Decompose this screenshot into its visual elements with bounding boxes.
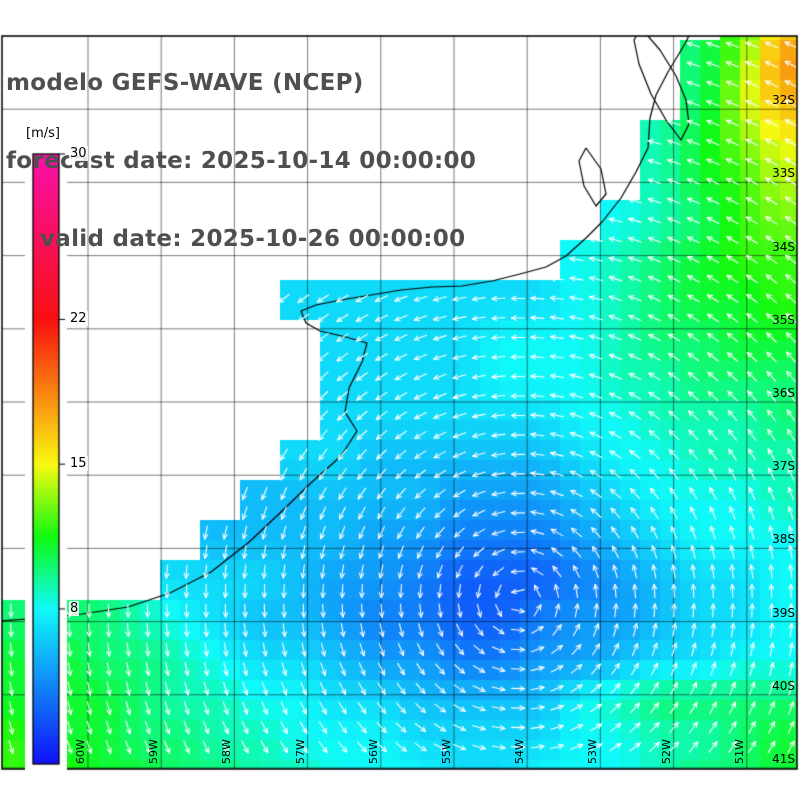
lat-axis-label: 40S [772,678,795,693]
lat-axis-label: 38S [772,532,795,547]
lon-axis-label: 53W [586,739,600,764]
lon-axis-label: 54W [513,739,527,764]
lat-axis-label: 32S [772,93,795,108]
lon-axis-label: 58W [220,739,234,764]
colorbar-tick-label: 30 [69,146,88,161]
colorbar-tick-label: 15 [69,456,88,472]
lat-axis-label: 34S [772,239,795,254]
lon-axis-label: 55W [440,739,453,764]
valid-date: valid date: 2025-10-26 00:00:00 [40,226,466,252]
lat-axis-label: 37S [772,459,795,474]
lon-axis-label: 57W [293,739,307,764]
colorbar-tick-label: 8 [69,600,80,616]
map-header: modelo GEFS-WAVE (NCEP) forecast date: 2… [6,18,476,304]
colorbar-unit-label: [m/s] [26,126,60,141]
lon-axis-label: 60W [74,739,87,764]
map-title: modelo GEFS-WAVE (NCEP) [6,70,364,96]
lon-axis-label: 51W [732,739,746,764]
lon-axis-label: 56W [366,739,380,764]
colorbar-tick-label: 22 [69,311,88,327]
forecast-date: forecast date: 2025-10-14 00:00:00 [6,148,477,174]
lat-axis-label: 39S [772,605,795,620]
lat-axis-label: 35S [772,312,795,327]
lat-axis-label: 36S [772,386,795,400]
lon-axis-label: 52W [659,739,673,764]
lon-axis-label: 59W [147,739,161,764]
lat-axis-label: 41S [772,752,795,766]
lat-axis-label: 33S [772,166,795,181]
